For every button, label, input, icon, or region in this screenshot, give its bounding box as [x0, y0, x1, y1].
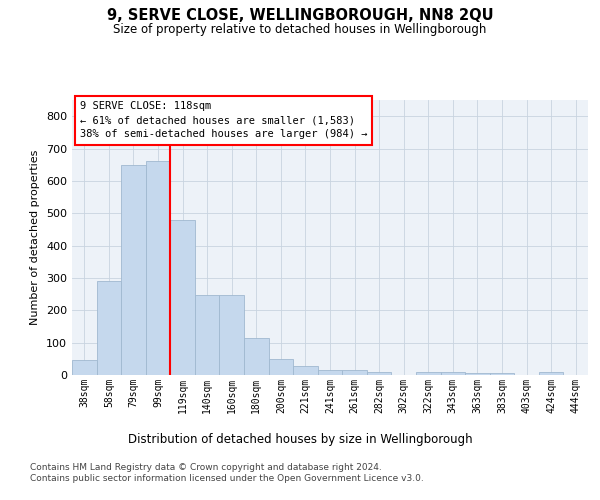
Bar [318, 370, 342, 375]
Text: Size of property relative to detached houses in Wellingborough: Size of property relative to detached ho… [113, 22, 487, 36]
Bar [269, 359, 293, 375]
Text: 9 SERVE CLOSE: 118sqm
← 61% of detached houses are smaller (1,583)
38% of semi-d: 9 SERVE CLOSE: 118sqm ← 61% of detached … [80, 102, 367, 140]
Bar [195, 295, 220, 375]
Bar [220, 295, 244, 375]
Text: Contains HM Land Registry data © Crown copyright and database right 2024.: Contains HM Land Registry data © Crown c… [30, 462, 382, 471]
Bar [490, 374, 514, 375]
Bar [244, 338, 269, 375]
Y-axis label: Number of detached properties: Number of detached properties [31, 150, 40, 325]
Bar [367, 372, 391, 375]
Bar [146, 162, 170, 375]
Bar [440, 372, 465, 375]
Bar [293, 366, 318, 375]
Bar [121, 164, 146, 375]
Bar [342, 370, 367, 375]
Text: Contains public sector information licensed under the Open Government Licence v3: Contains public sector information licen… [30, 474, 424, 483]
Bar [170, 220, 195, 375]
Bar [465, 374, 490, 375]
Text: 9, SERVE CLOSE, WELLINGBOROUGH, NN8 2QU: 9, SERVE CLOSE, WELLINGBOROUGH, NN8 2QU [107, 8, 493, 22]
Bar [97, 281, 121, 375]
Bar [416, 372, 440, 375]
Bar [72, 360, 97, 375]
Text: Distribution of detached houses by size in Wellingborough: Distribution of detached houses by size … [128, 432, 472, 446]
Bar [539, 372, 563, 375]
